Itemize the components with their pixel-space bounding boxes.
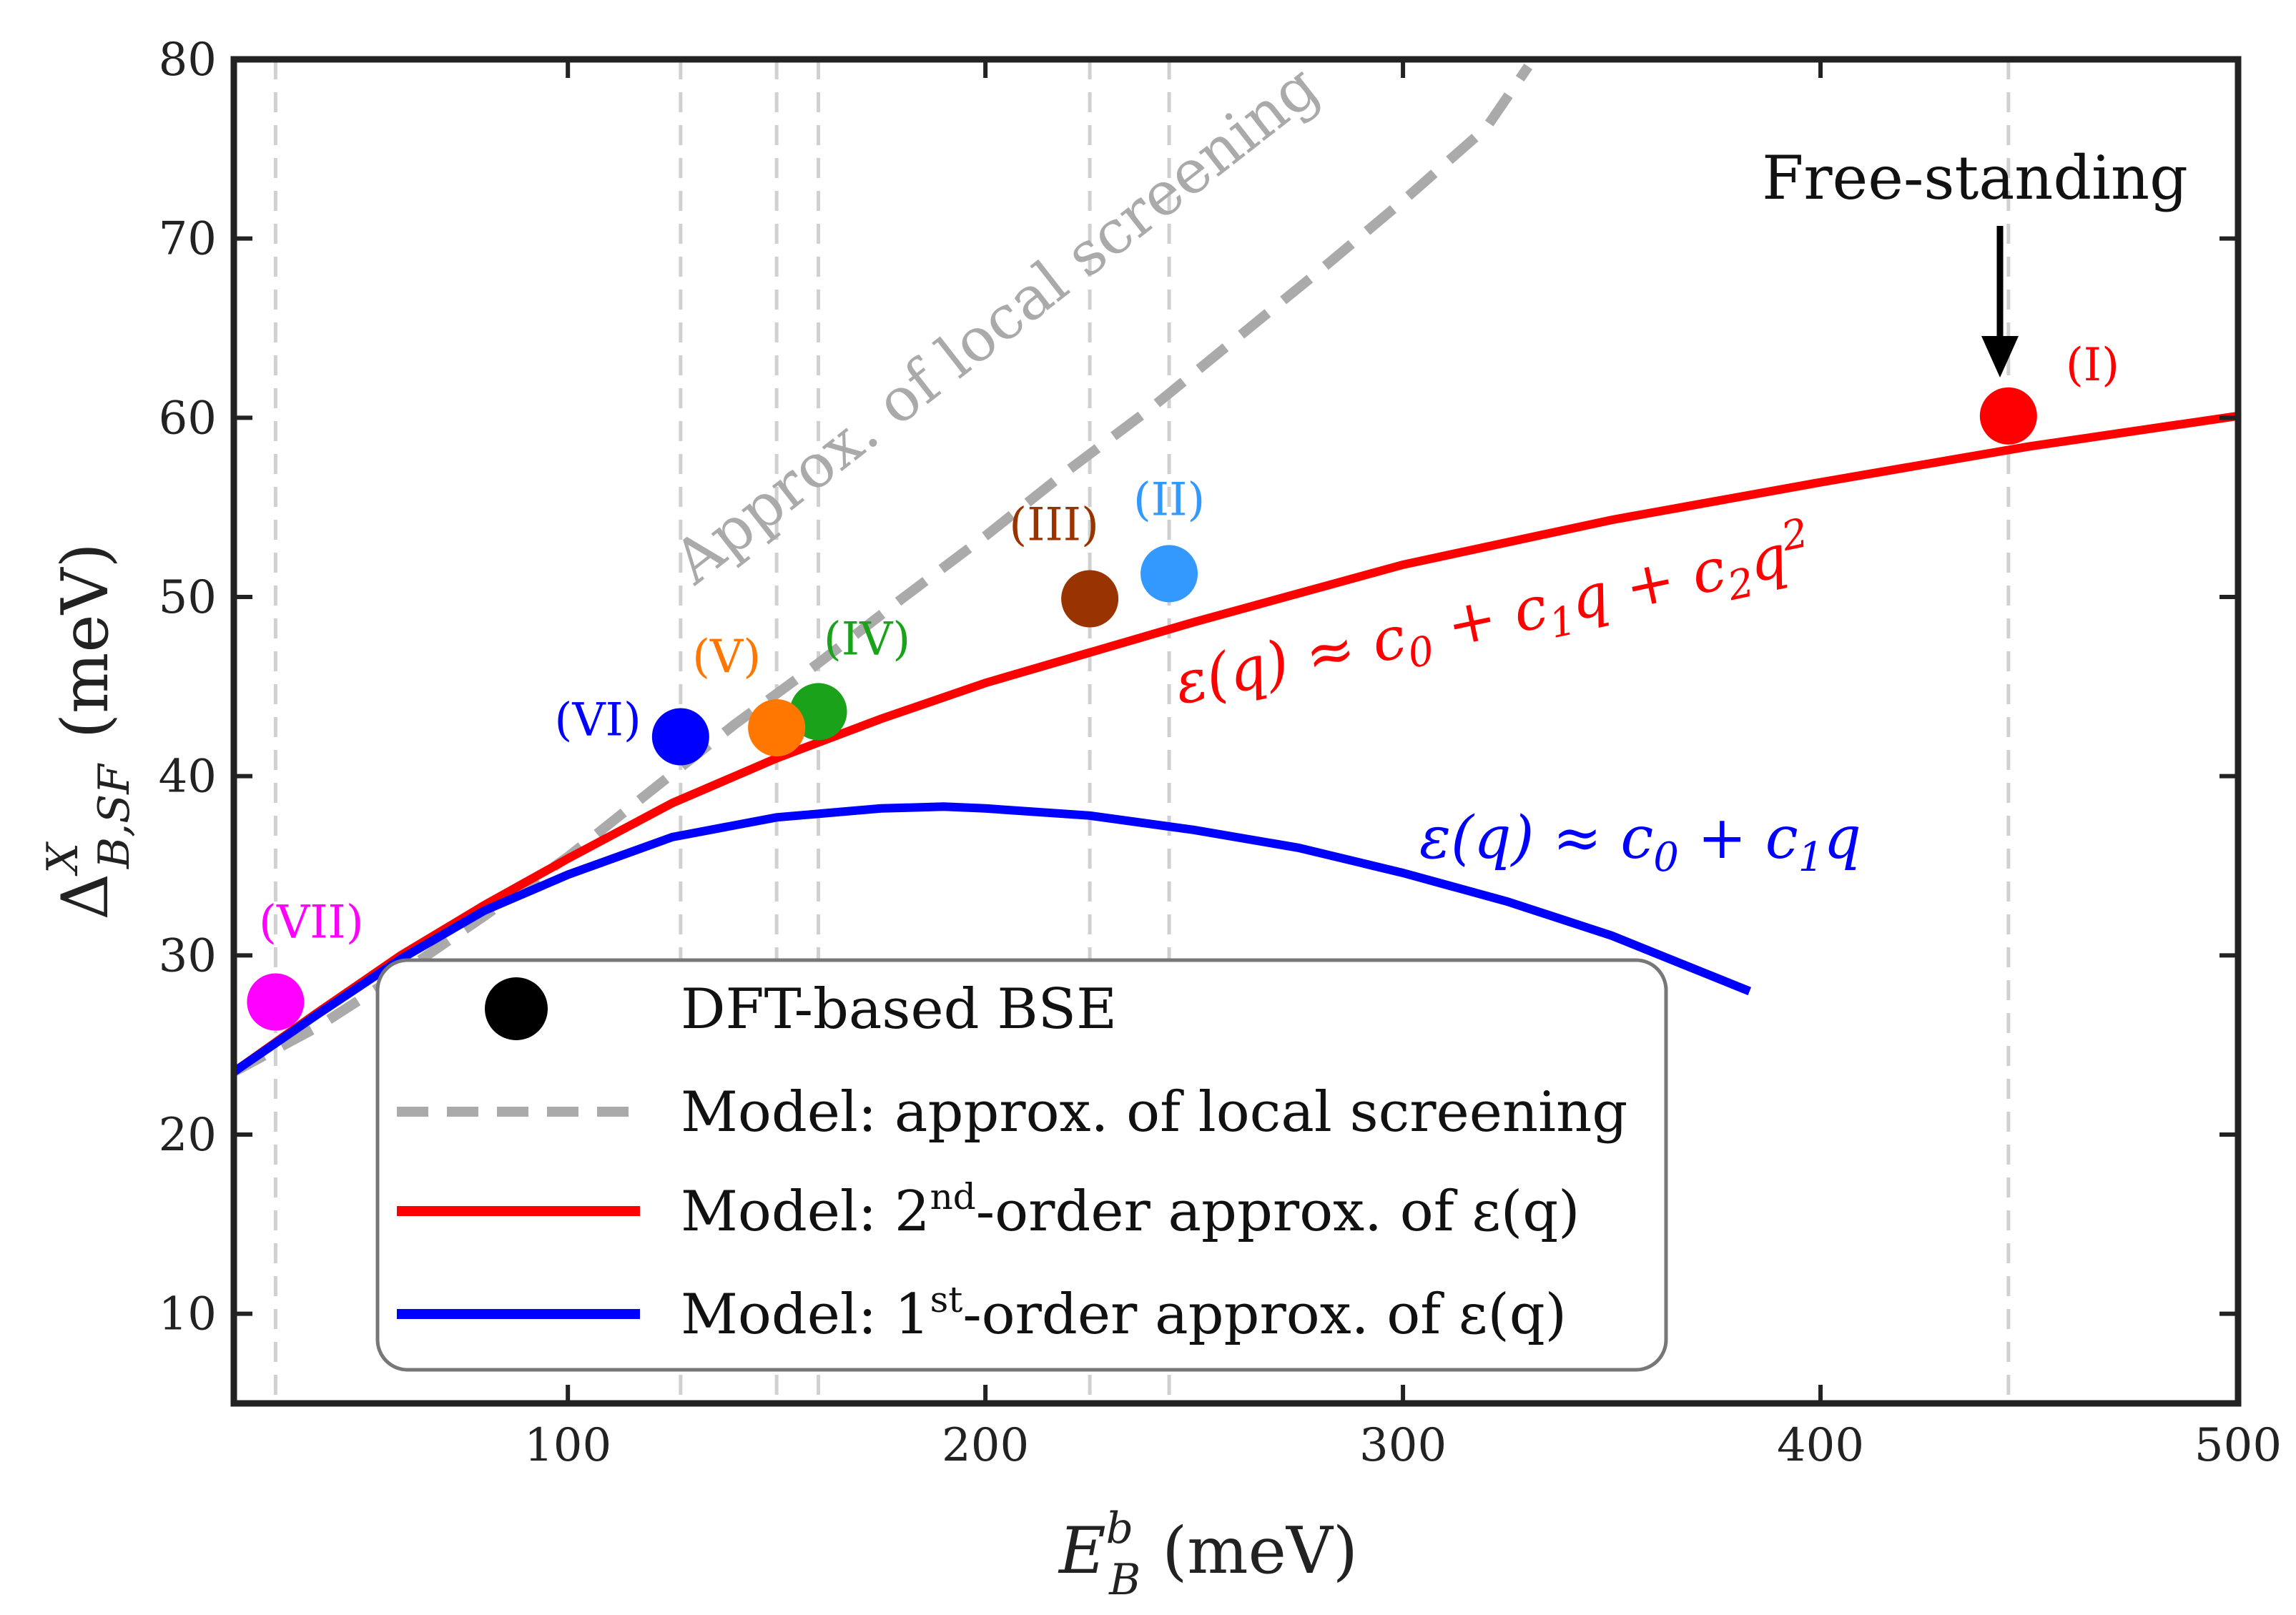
- y-tick-label: 40: [159, 751, 217, 804]
- data-point: [1979, 387, 2037, 445]
- legend: DFT-based BSE Model: approx. of local sc…: [375, 958, 1668, 1372]
- x-tick-label: 400: [1777, 1419, 1864, 1472]
- y-tick-label: 50: [159, 571, 217, 624]
- legend-label-bse: DFT-based BSE: [681, 977, 1117, 1042]
- data-point-label: (II): [1133, 473, 1206, 526]
- blue-eq-part: q: [1474, 804, 1512, 872]
- x-tick-label: 300: [1359, 1419, 1447, 1472]
- red-eq-part: +: [1601, 542, 1700, 626]
- free-standing-arrow: [1981, 226, 2019, 377]
- blue-eq-part: ) ≈: [1510, 804, 1621, 872]
- x-tick-label: 500: [2194, 1419, 2282, 1472]
- arrow-head: [1981, 336, 2019, 377]
- x-tick-label: 200: [942, 1419, 1029, 1472]
- data-point-label: (I): [2066, 339, 2119, 392]
- y-tick-label: 20: [159, 1109, 217, 1162]
- data-point: [1061, 570, 1119, 628]
- model-curves: [234, 64, 2238, 1077]
- legend-label-blue: Model: 1st-order approx. of ε(q): [681, 1279, 1567, 1347]
- blue-curve-equation: ε(q) ≈ c0 + c1q: [1419, 804, 1861, 881]
- blue-eq-part: q: [1823, 804, 1861, 872]
- legend-label-red: Model: 2nd-order approx. of ε(q): [681, 1176, 1580, 1244]
- data-point-label: (V): [692, 631, 761, 683]
- legend-marker-bse: [485, 977, 548, 1040]
- red-eq-part: ) ≈: [1257, 610, 1379, 699]
- data-point-label: (IV): [824, 613, 910, 666]
- y-axis-label: ΔXB,SF(meV): [38, 543, 139, 919]
- legend-box: [375, 958, 1668, 1372]
- data-point: [748, 698, 806, 756]
- y-tick-label: 60: [159, 392, 217, 445]
- data-point-label: (III): [1009, 499, 1099, 552]
- series-line-first-order: [234, 802, 1752, 1076]
- local-screening-annotation: Approx. of local screening: [660, 51, 1331, 598]
- data-point: [247, 973, 305, 1031]
- legend-label-local: Model: approx. of local screening: [681, 1080, 1627, 1145]
- series-line-local-screening: [234, 64, 1533, 1077]
- red-eq-part: +: [1422, 580, 1521, 664]
- y-tick-label: 30: [159, 929, 217, 982]
- data-points: (I) (II) (III) (IV) (V) (VI) (VII): [247, 339, 2119, 1031]
- x-tick-label: 100: [524, 1419, 611, 1472]
- blue-eq-part: ε(: [1419, 804, 1475, 872]
- blue-eq-part: 0: [1653, 834, 1679, 881]
- data-point: [1140, 545, 1198, 603]
- free-standing-annotation: Free-standing: [1762, 143, 2188, 213]
- data-point-label: (VII): [259, 897, 364, 949]
- y-tick-label: 80: [159, 34, 217, 87]
- x-axis-label: Eb B (meV): [1058, 1503, 1358, 1605]
- blue-eq-part: +: [1679, 804, 1765, 872]
- blue-eq-part: c: [1620, 804, 1653, 872]
- data-point-label: (VI): [554, 694, 641, 747]
- plot-frame: [230, 56, 2242, 1407]
- y-tick-label: 10: [159, 1288, 217, 1341]
- blue-eq-part: c: [1765, 804, 1798, 872]
- local-screening-annotation-group: Approx. of local screening: [660, 51, 1331, 598]
- data-point: [651, 708, 709, 766]
- blue-eq-part: 1: [1798, 834, 1824, 881]
- y-tick-label: 70: [159, 213, 217, 266]
